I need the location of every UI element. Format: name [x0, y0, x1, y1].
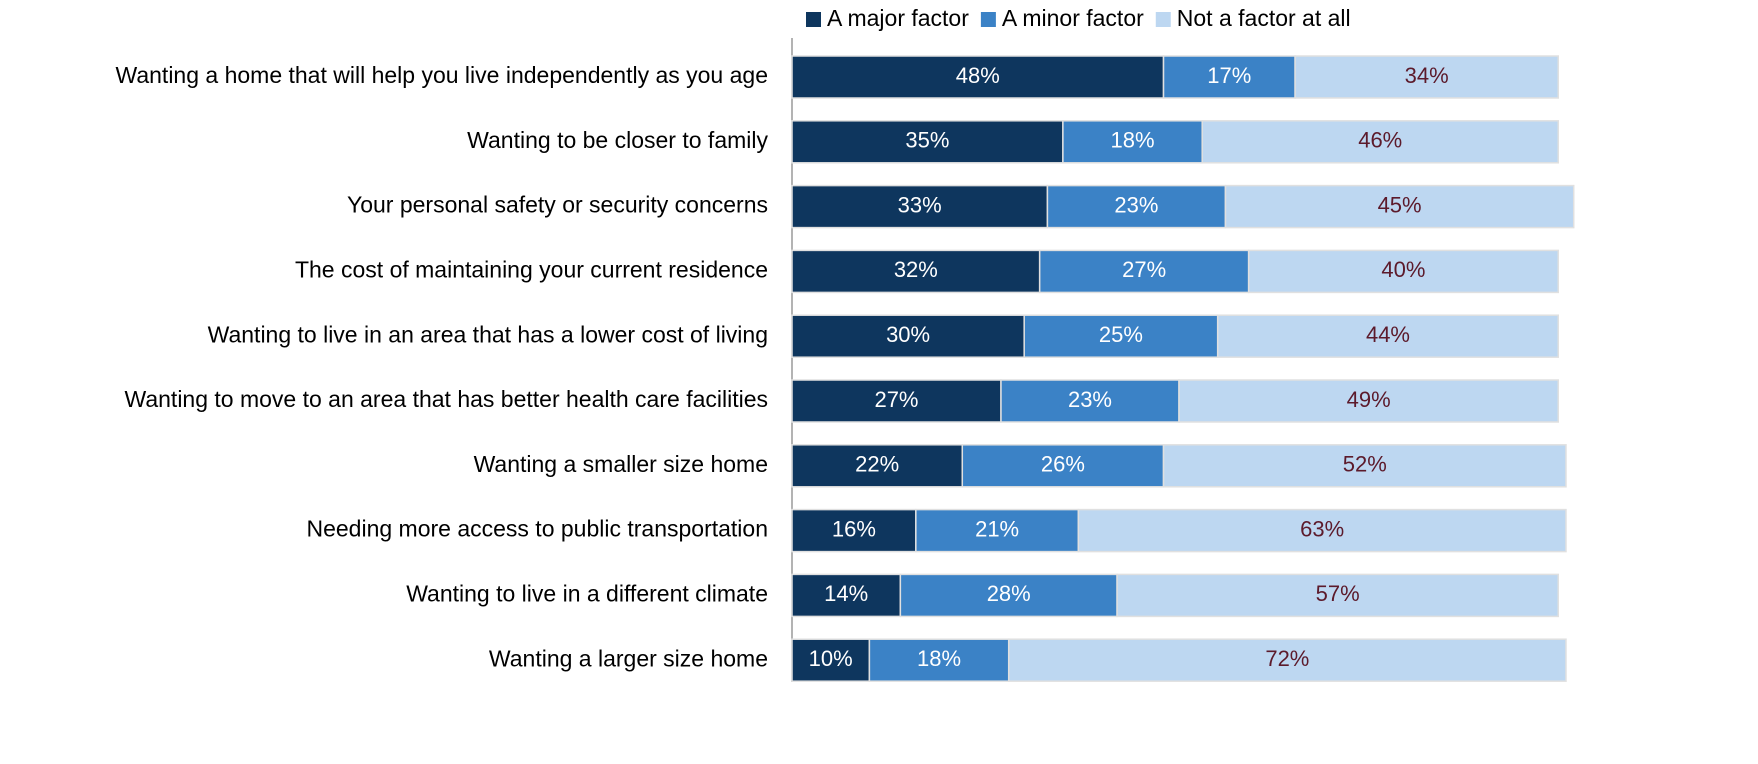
bar-segment	[915, 508, 1080, 553]
value-label: 63%	[1300, 516, 1344, 541]
value-label: 14%	[824, 581, 868, 606]
value-label: 40%	[1381, 257, 1425, 282]
category-label: Your personal safety or security concern…	[347, 192, 768, 218]
value-label: 10%	[809, 646, 853, 671]
value-label: 44%	[1366, 322, 1410, 347]
value-label: 34%	[1405, 63, 1449, 88]
value-label: 49%	[1347, 387, 1391, 412]
value-label: 48%	[956, 63, 1000, 88]
value-label: 27%	[874, 387, 918, 412]
value-label: 22%	[855, 452, 899, 477]
value-label: 23%	[1114, 192, 1158, 217]
value-label: 27%	[1122, 257, 1166, 282]
value-label: 18%	[917, 646, 961, 671]
value-label: 57%	[1316, 581, 1360, 606]
value-label: 33%	[898, 192, 942, 217]
value-label: 17%	[1207, 63, 1251, 88]
bar-segment	[791, 249, 1041, 294]
value-label: 26%	[1041, 452, 1085, 477]
bar-segment	[1116, 573, 1560, 618]
bar-segment	[791, 444, 964, 488]
bar-segment	[1216, 314, 1560, 358]
bar-segment	[868, 638, 1010, 682]
bar-segment	[1201, 120, 1560, 164]
category-label: Wanting to live in an area that has a lo…	[208, 321, 768, 347]
bar-segment	[791, 314, 1025, 358]
legend-label: A minor factor	[1002, 5, 1144, 31]
value-label: 72%	[1265, 646, 1309, 671]
bar-segment	[1294, 55, 1560, 99]
bar-segment	[899, 573, 1118, 618]
category-label: The cost of maintaining your current res…	[295, 256, 768, 282]
legend-swatch	[980, 12, 996, 27]
legend-label: A major factor	[827, 5, 969, 31]
legend-swatch	[1155, 12, 1171, 27]
legend-swatch	[806, 12, 821, 27]
bar-segment	[1224, 184, 1575, 229]
category-label: Wanting to move to an area that has bett…	[124, 386, 768, 412]
bar-segment	[1000, 379, 1180, 423]
legend-label: Not a factor at all	[1177, 5, 1351, 31]
category-label: Wanting to be closer to family	[467, 127, 768, 153]
bar-segment	[791, 379, 1002, 423]
bar-segment	[1162, 444, 1567, 488]
value-label: 46%	[1358, 128, 1402, 153]
bar-segment	[1023, 314, 1219, 358]
value-label: 52%	[1343, 452, 1387, 477]
value-label: 16%	[832, 516, 876, 541]
category-label: Needing more access to public transporta…	[306, 516, 768, 542]
value-label: 45%	[1378, 192, 1422, 217]
bar-segment	[1247, 249, 1560, 294]
value-label: 25%	[1099, 322, 1143, 347]
bar-segment	[1038, 249, 1250, 294]
category-label: Wanting a smaller size home	[474, 451, 768, 477]
category-label: Wanting to live in a different climate	[406, 580, 768, 606]
value-label: 18%	[1111, 128, 1155, 153]
bar-segment	[1162, 55, 1296, 99]
category-label: Wanting a larger size home	[489, 645, 768, 671]
bar-segment	[1077, 508, 1567, 553]
bar-segment	[961, 444, 1165, 488]
bar-segment	[791, 638, 871, 682]
value-label: 35%	[905, 128, 949, 153]
bar-segment	[1178, 379, 1560, 423]
value-label: 30%	[886, 322, 930, 347]
value-label: 28%	[987, 581, 1031, 606]
value-label: 23%	[1068, 387, 1112, 412]
category-label: Wanting a home that will help you live i…	[115, 62, 768, 88]
value-label: 32%	[894, 257, 938, 282]
bar-segment	[1007, 638, 1567, 682]
value-label: 21%	[975, 516, 1019, 541]
